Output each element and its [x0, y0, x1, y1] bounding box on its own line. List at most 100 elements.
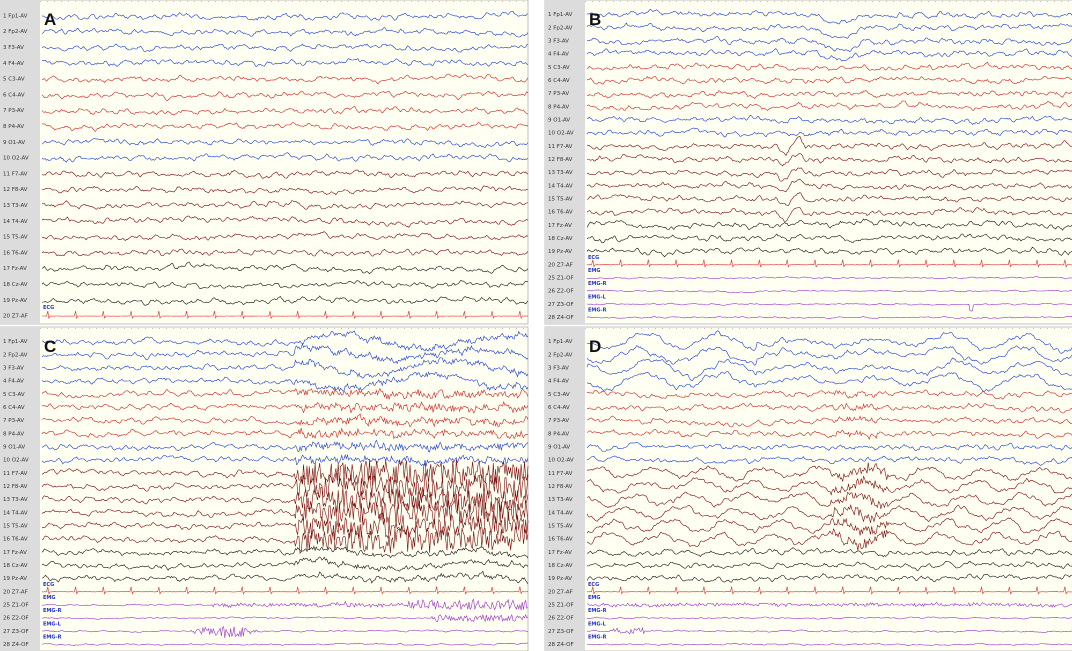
panel: 1 Fp1-AV 2 Fp2-AV 3 F3-AV 4 F4-AV 5 C3-AV 6 C… — [544, 326, 1072, 651]
eeg-trace — [586, 100, 1072, 111]
eeg-trace — [586, 528, 1072, 551]
eeg-trace — [41, 58, 529, 68]
eeg-trace — [41, 122, 529, 132]
channel-label: 19 Pz-AV — [548, 249, 572, 255]
eeg-trace — [586, 402, 1072, 414]
channel-tag: EMG-L — [43, 621, 62, 627]
channel-tag: EMG-R — [588, 608, 607, 614]
channel-label: 4 F4-AV — [3, 61, 24, 67]
channel-label: 7 P3-AV — [548, 91, 569, 97]
eeg-trace — [586, 415, 1072, 428]
channel-label: 27 Z3-OF — [548, 302, 574, 308]
channel-label: 9 O1-AV — [3, 140, 25, 146]
eeg-trace — [41, 473, 529, 500]
channel-label: 1 Fp1-AV — [3, 339, 28, 345]
channel-label: 12 F8-AV — [3, 187, 28, 193]
eeg-trace — [41, 43, 529, 53]
channel-label: 10 O2-AV — [548, 458, 574, 464]
eeg-trace — [41, 642, 529, 646]
channel-label: 15 T5-AV — [548, 196, 573, 202]
eeg-trace — [586, 259, 1072, 268]
eeg-trace — [41, 400, 529, 414]
channel-label: 12 F8-AV — [3, 484, 28, 490]
channel-label: 16 T6-AV — [3, 250, 28, 256]
eeg-trace — [41, 485, 529, 513]
eeg-trace — [586, 136, 1072, 156]
channel-label: 8 P4-AV — [548, 431, 569, 437]
channel-tag: EMG-L — [588, 294, 607, 300]
channel-label: 1 Fp1-AV — [548, 339, 573, 345]
channel-tag: EMG-R — [43, 608, 62, 614]
panel: 1 Fp1-AV 2 Fp2-AV 3 F3-AV 4 F4-AV 5 C3-AV 6 C… — [544, 0, 1072, 325]
channel-tag: EMG — [588, 268, 601, 274]
eeg-trace — [586, 302, 1072, 312]
eeg-trace — [586, 517, 1072, 536]
eeg-trace — [41, 626, 528, 639]
channel-label: 2 Fp2-AV — [3, 29, 28, 35]
eeg-trace — [586, 389, 1072, 400]
eeg-trace — [41, 598, 529, 611]
channel-label: 19 Pz-AV — [3, 298, 27, 304]
eeg-trace — [586, 233, 1072, 244]
eeg-trace — [41, 427, 529, 440]
channel-label: 14 T4-AV — [3, 219, 28, 225]
eeg-trace — [586, 428, 1072, 440]
channel-label: 18 Cz-AV — [3, 563, 28, 569]
eeg-trace — [586, 616, 1072, 620]
panel: 1 Fp1-AV 2 Fp2-AV 3 F3-AV 4 F4-AV 5 C3-AV 6 C… — [0, 326, 529, 651]
eeg-trace — [41, 330, 529, 352]
channel-tag: EMG-R — [588, 307, 607, 313]
channel-label: 2 Fp2-AV — [3, 352, 28, 358]
panel-letter: C — [44, 337, 56, 356]
eeg-trace — [41, 152, 529, 163]
eeg-trace — [586, 167, 1072, 182]
eeg-trace — [586, 475, 1072, 496]
channel-tag: EMG-R — [588, 281, 607, 287]
channel-label: 1 Fp1-AV — [548, 12, 573, 18]
channel-label: 20 Z7-AF — [548, 262, 573, 268]
channel-label: 3 F3-AV — [3, 45, 24, 51]
panel-letter: D — [589, 337, 601, 356]
eeg-trace — [586, 345, 1072, 366]
channel-tag: ECG — [43, 582, 54, 588]
channel-label: 6 C4-AV — [548, 78, 570, 84]
channel-label: 18 Cz-AV — [548, 236, 573, 242]
channel-label: 2 Fp2-AV — [548, 352, 573, 358]
eeg-trace — [41, 510, 529, 541]
eeg-trace — [41, 200, 529, 210]
channel-label: 2 Fp2-AV — [548, 25, 573, 31]
eeg-trace — [587, 153, 1072, 167]
channel-tag: EMG — [588, 595, 601, 601]
channel-label: 16 T6-AV — [548, 537, 573, 543]
eeg-trace — [586, 573, 1072, 583]
eeg-trace — [586, 127, 1072, 138]
channel-label: 4 F4-AV — [3, 379, 24, 385]
eeg-trace — [41, 231, 529, 242]
channel-label: 7 P3-AV — [3, 108, 24, 114]
eeg-trace — [41, 248, 529, 257]
channel-label: 26 Z2-OF — [548, 616, 574, 622]
eeg-trace — [587, 586, 1072, 595]
eeg-trace — [586, 22, 1072, 39]
eeg-trace — [586, 504, 1072, 523]
eeg-trace — [41, 387, 529, 400]
channel-label: 11 F7-AV — [3, 471, 28, 477]
eeg-trace — [41, 570, 529, 584]
channel-label: 12 F8-AV — [548, 484, 573, 490]
channel-label: 8 P4-AV — [3, 124, 24, 130]
channel-tag: ECG — [588, 582, 599, 588]
channel-label: 17 Fz-AV — [3, 266, 27, 272]
channel-label: 20 Z7-AF — [3, 314, 28, 320]
channel-label: 5 C3-AV — [548, 65, 570, 71]
label-column — [545, 0, 585, 324]
eeg-trace — [41, 295, 529, 306]
channel-label: 17 Fz-AV — [548, 550, 572, 556]
eeg-trace — [42, 73, 529, 85]
eeg-trace — [586, 547, 1072, 558]
eeg-trace — [586, 315, 1072, 320]
eeg-trace — [587, 643, 1072, 647]
channel-label: 19 Pz-AV — [548, 576, 572, 582]
channel-label: 14 T4-AV — [548, 183, 573, 189]
channel-label: 15 T5-AV — [548, 523, 573, 529]
channel-label: 10 O2-AV — [548, 131, 574, 137]
